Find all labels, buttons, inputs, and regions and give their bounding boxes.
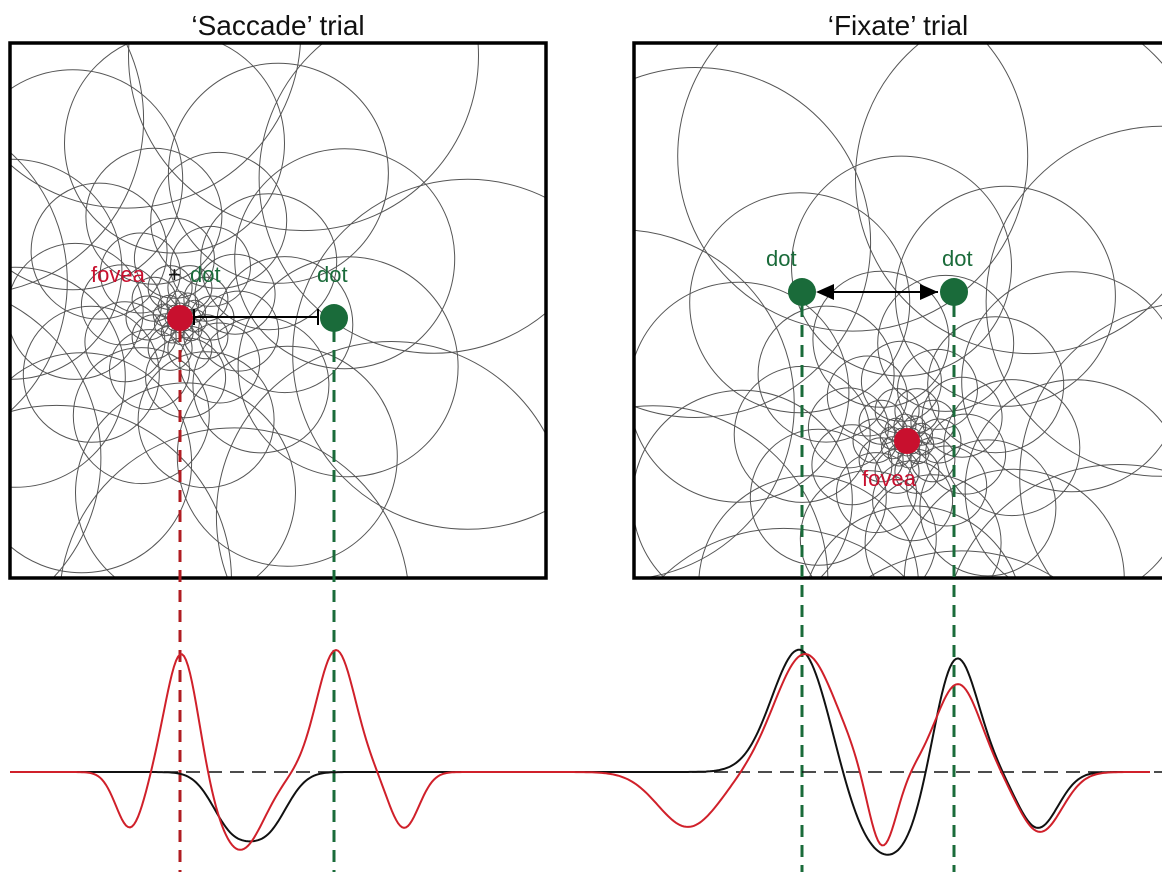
fixate-fovea-label: fovea [862, 466, 917, 491]
receptive-field-ring [910, 437, 956, 483]
receptive-field-ring [10, 352, 193, 574]
receptive-field-ring [200, 193, 338, 331]
receptive-field-ring [216, 256, 354, 394]
receptive-field-ring [10, 158, 123, 380]
t-bar-arrow-icon [193, 309, 319, 325]
receptive-field-ring [179, 322, 261, 404]
receptive-field-ring [10, 242, 144, 380]
receptive-field-ring [660, 527, 907, 578]
receptive-field-ring [634, 229, 795, 578]
receptive-field-ring [75, 382, 296, 578]
receptive-field-ring [167, 325, 213, 371]
receptive-field-ring [864, 474, 1002, 578]
receptive-field-ring [292, 178, 546, 530]
receptive-field-ring [176, 345, 398, 567]
saccade-dot-label: dot [317, 262, 348, 287]
receptive-field-ring [99, 232, 181, 314]
saccade-plus-label: + [168, 262, 181, 287]
receptive-field-ring [860, 340, 942, 422]
receptive-field-ring [689, 192, 911, 414]
receptive-field-ring [183, 314, 229, 360]
receptive-field-ring [167, 62, 389, 284]
receptive-field-ring [60, 427, 408, 578]
fixate-fovea-marker-icon [894, 428, 920, 454]
receptive-field-ring [812, 270, 950, 408]
receptive-field-ring [215, 341, 546, 578]
saccade-response-black-curve [10, 771, 550, 843]
fixate-response-black-curve [550, 648, 1150, 856]
receptive-field-ring [906, 445, 988, 527]
fixate-left-dot-label: dot [766, 246, 797, 271]
saccade-panel-title: ‘Saccade’ trial [191, 10, 364, 41]
receptive-field-ring [10, 151, 68, 412]
fixate-response-red-curve [550, 653, 1150, 847]
receptive-field-ring [677, 43, 1029, 332]
receptive-field-ring [137, 351, 275, 489]
receptive-field-ring [799, 470, 937, 578]
receptive-field-ring [22, 305, 160, 443]
receptive-field-ring [634, 281, 850, 503]
receptive-field-ring [30, 182, 168, 320]
receptive-field-ring [10, 266, 126, 488]
receptive-field-ring [10, 404, 232, 578]
receptive-field-ring [234, 148, 456, 370]
receptive-field-ring [749, 428, 887, 566]
fixate-left-dot-marker-icon [788, 278, 816, 306]
receptive-field-ring [866, 550, 1056, 578]
receptive-field-ring [634, 67, 872, 418]
receptive-field-ring [128, 43, 479, 232]
receptive-field-ring [877, 274, 1015, 412]
receptive-field-ring [826, 355, 908, 437]
receptive-field-ring [903, 468, 1125, 578]
receptive-field-ring [10, 303, 102, 578]
receptive-field-ring [919, 439, 1057, 577]
saccade-fovea-label: fovea [91, 262, 146, 287]
receptive-field-ring [1019, 304, 1162, 578]
receptive-field-ring [64, 43, 285, 254]
receptive-field-ring [634, 405, 829, 578]
dot-marker-icon [320, 304, 348, 332]
receptive-field-ring [874, 388, 920, 434]
receptive-field-ring [927, 316, 1065, 454]
receptive-field-ring [10, 43, 301, 209]
receptive-field-ring [150, 151, 288, 289]
receptive-field-ring [192, 316, 330, 454]
receptive-field-ring [757, 305, 895, 443]
receptive-field-ring [237, 256, 459, 478]
receptive-field-ring [954, 464, 1162, 578]
saccade-response-red-curve [10, 648, 550, 851]
fixate-panel-frame [632, 41, 1162, 580]
receptive-field-ring [808, 505, 1017, 578]
fixate-panel-title: ‘Fixate’ trial [828, 10, 969, 41]
receptive-field-ring [943, 379, 1081, 517]
receptive-field-ring [961, 271, 1162, 493]
receptive-field-ring [698, 475, 919, 578]
receptive-field-ring [85, 147, 223, 285]
receptive-field-ring [131, 276, 177, 322]
receptive-field-ring [964, 379, 1162, 578]
saccade-panel-frame [8, 41, 548, 580]
receptive-field-ring [145, 337, 227, 419]
receptive-field-ring [985, 125, 1162, 477]
saccade-fovea-dot-label: dot [190, 262, 221, 287]
fovea-marker-icon [167, 305, 193, 331]
receptive-field-ring [791, 155, 1012, 377]
fixate-right-dot-label: dot [942, 246, 973, 271]
receptive-field-ring [872, 460, 954, 542]
receptive-field-ring [858, 399, 904, 445]
fixate-right-dot-marker-icon [940, 278, 968, 306]
receptive-field-ring [133, 217, 215, 299]
receptive-field-ring [10, 69, 184, 291]
receptive-field-ring [72, 347, 210, 485]
receptive-field-ring [10, 43, 145, 290]
receptive-field-ring [855, 43, 1162, 355]
receptive-field-ring [258, 43, 546, 354]
receptive-field-ring [634, 389, 853, 578]
